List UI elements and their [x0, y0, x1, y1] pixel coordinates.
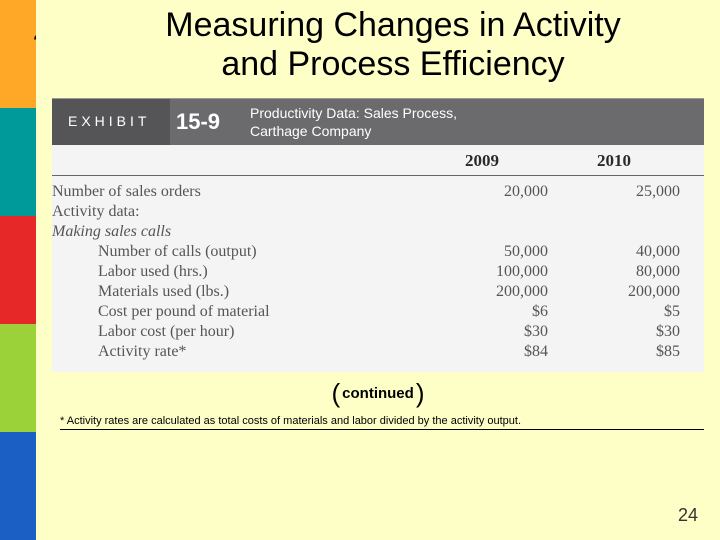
row-label: Cost per pound of material [52, 302, 416, 322]
row-value-2009 [416, 222, 548, 242]
exhibit-caption-line-1: Productivity Data: Sales Process, [250, 105, 457, 121]
color-sidebar [0, 0, 36, 540]
row-value-2010 [548, 222, 680, 242]
row-value-2010: $30 [548, 322, 680, 342]
row-value-2009: $30 [416, 322, 548, 342]
sidebar-stripe [0, 108, 36, 216]
row-label: Activity rate* [52, 342, 416, 362]
row-value-2009: $6 [416, 302, 548, 322]
row-value-2009: 50,000 [416, 242, 548, 262]
exhibit-caption-line-2: Carthage Company [250, 123, 371, 139]
row-value-2009: 200,000 [416, 282, 548, 302]
exhibit-label: EXHIBIT [52, 99, 170, 145]
year-col-1: 2009 [416, 151, 548, 171]
row-value-2010: 200,000 [548, 282, 680, 302]
data-table-wrap: Number of sales orders20,00025,000Activi… [52, 176, 704, 372]
slide-title: Measuring Changes in Activity and Proces… [76, 6, 710, 84]
page-number: 24 [678, 505, 698, 526]
table-row: Number of calls (output)50,00040,000 [52, 242, 680, 262]
sidebar-stripe [0, 0, 36, 108]
table-row: Number of sales orders20,00025,000 [52, 182, 680, 202]
row-label: Labor cost (per hour) [52, 322, 416, 342]
year-header-row: 2009 2010 [52, 145, 704, 176]
exhibit-caption: Productivity Data: Sales Process, Cartha… [242, 99, 704, 145]
row-value-2010 [548, 202, 680, 222]
table-row: Cost per pound of material$6$5 [52, 302, 680, 322]
table-row: Materials used (lbs.)200,000200,000 [52, 282, 680, 302]
row-value-2009: 20,000 [416, 182, 548, 202]
year-col-2: 2010 [548, 151, 680, 171]
sidebar-stripe [0, 324, 36, 432]
row-label: Labor used (hrs.) [52, 262, 416, 282]
sidebar-stripe [0, 216, 36, 324]
table-row: Activity data: [52, 202, 680, 222]
row-value-2009 [416, 202, 548, 222]
slide-body: Measuring Changes in Activity and Proces… [36, 0, 720, 540]
table-row: Labor used (hrs.)100,00080,000 [52, 262, 680, 282]
row-value-2009: $84 [416, 342, 548, 362]
row-label: Materials used (lbs.) [52, 282, 416, 302]
row-label: Number of sales orders [52, 182, 416, 202]
row-value-2010: 40,000 [548, 242, 680, 262]
row-value-2010: $85 [548, 342, 680, 362]
continued-marker: (continued) [46, 378, 710, 409]
row-label: Making sales calls [52, 222, 416, 242]
exhibit-box: EXHIBIT 15-9 Productivity Data: Sales Pr… [52, 98, 704, 372]
continued-label: continued [342, 385, 414, 402]
row-value-2010: 80,000 [548, 262, 680, 282]
exhibit-number: 15-9 [170, 99, 242, 145]
title-line-1: Measuring Changes in Activity [165, 6, 620, 44]
row-value-2010: 25,000 [548, 182, 680, 202]
title-line-2: and Process Efficiency [221, 45, 564, 83]
table-row: Making sales calls [52, 222, 680, 242]
table-row: Activity rate*$84$85 [52, 342, 680, 362]
row-label: Activity data: [52, 202, 416, 222]
row-value-2009: 100,000 [416, 262, 548, 282]
data-table: Number of sales orders20,00025,000Activi… [52, 182, 680, 362]
footnote: * Activity rates are calculated as total… [60, 415, 704, 430]
sidebar-stripe [0, 432, 36, 540]
row-value-2010: $5 [548, 302, 680, 322]
table-row: Labor cost (per hour)$30$30 [52, 322, 680, 342]
row-label: Number of calls (output) [52, 242, 416, 262]
exhibit-header: EXHIBIT 15-9 Productivity Data: Sales Pr… [52, 99, 704, 145]
